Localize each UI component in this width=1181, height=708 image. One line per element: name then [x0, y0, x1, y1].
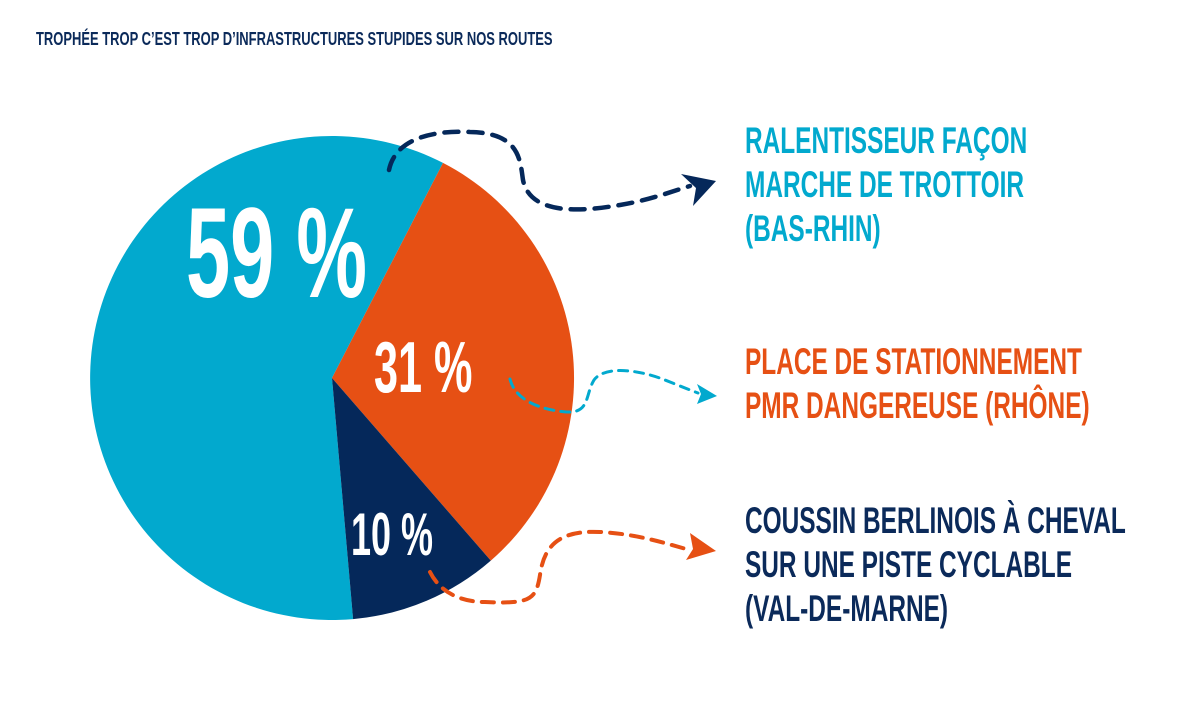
legend-label-rhone: PLACE DE STATIONNEMENT PMR DANGEREUSE (R…: [745, 340, 1090, 428]
legend-label-bas-rhin: RALENTISSEUR FAÇON MARCHE DE TROTTOIR (B…: [745, 119, 1027, 251]
arrowhead-cyan-icon: [697, 384, 717, 404]
legend-label-line: MARCHE DE TROTTOIR: [745, 164, 1025, 205]
arrow-to-label-2: [508, 369, 717, 414]
slice-value-label-31: 31 %: [374, 328, 473, 408]
legend-label-line: COUSSIN BERLINOIS À CHEVAL: [745, 500, 1126, 541]
slice-value-label-59: 59 %: [186, 182, 367, 325]
page-title: TROPHÉE TROP C’EST TROP D’INFRASTRUCTURE…: [36, 29, 553, 49]
legend-label-line: (VAL-DE-MARNE): [745, 588, 949, 629]
legend-label-line: (BAS-RHIN): [745, 208, 881, 249]
slice-cyan-59: [90, 136, 443, 621]
arrow-to-label-3: [428, 529, 716, 605]
pie-slices: [90, 136, 575, 621]
legend-label-line: PMR DANGEREUSE (RHÔNE): [745, 385, 1090, 426]
legend-label-line: PLACE DE STATIONNEMENT: [745, 341, 1082, 382]
slice-navy-10: [332, 378, 491, 620]
legend-label-line: RALENTISSEUR FAÇON: [745, 120, 1028, 161]
legend-label-val-de-marne: COUSSIN BERLINOIS À CHEVAL SUR UNE PISTE…: [745, 499, 1126, 631]
slice-value-label-10: 10 %: [351, 501, 434, 568]
arrowhead-navy-icon: [681, 174, 716, 206]
slice-orange-31: [332, 162, 575, 561]
arrow-to-label-1: [386, 129, 716, 212]
arrowhead-orange-icon: [686, 533, 716, 560]
legend-label-line: SUR UNE PISTE CYCLABLE: [745, 544, 1072, 585]
